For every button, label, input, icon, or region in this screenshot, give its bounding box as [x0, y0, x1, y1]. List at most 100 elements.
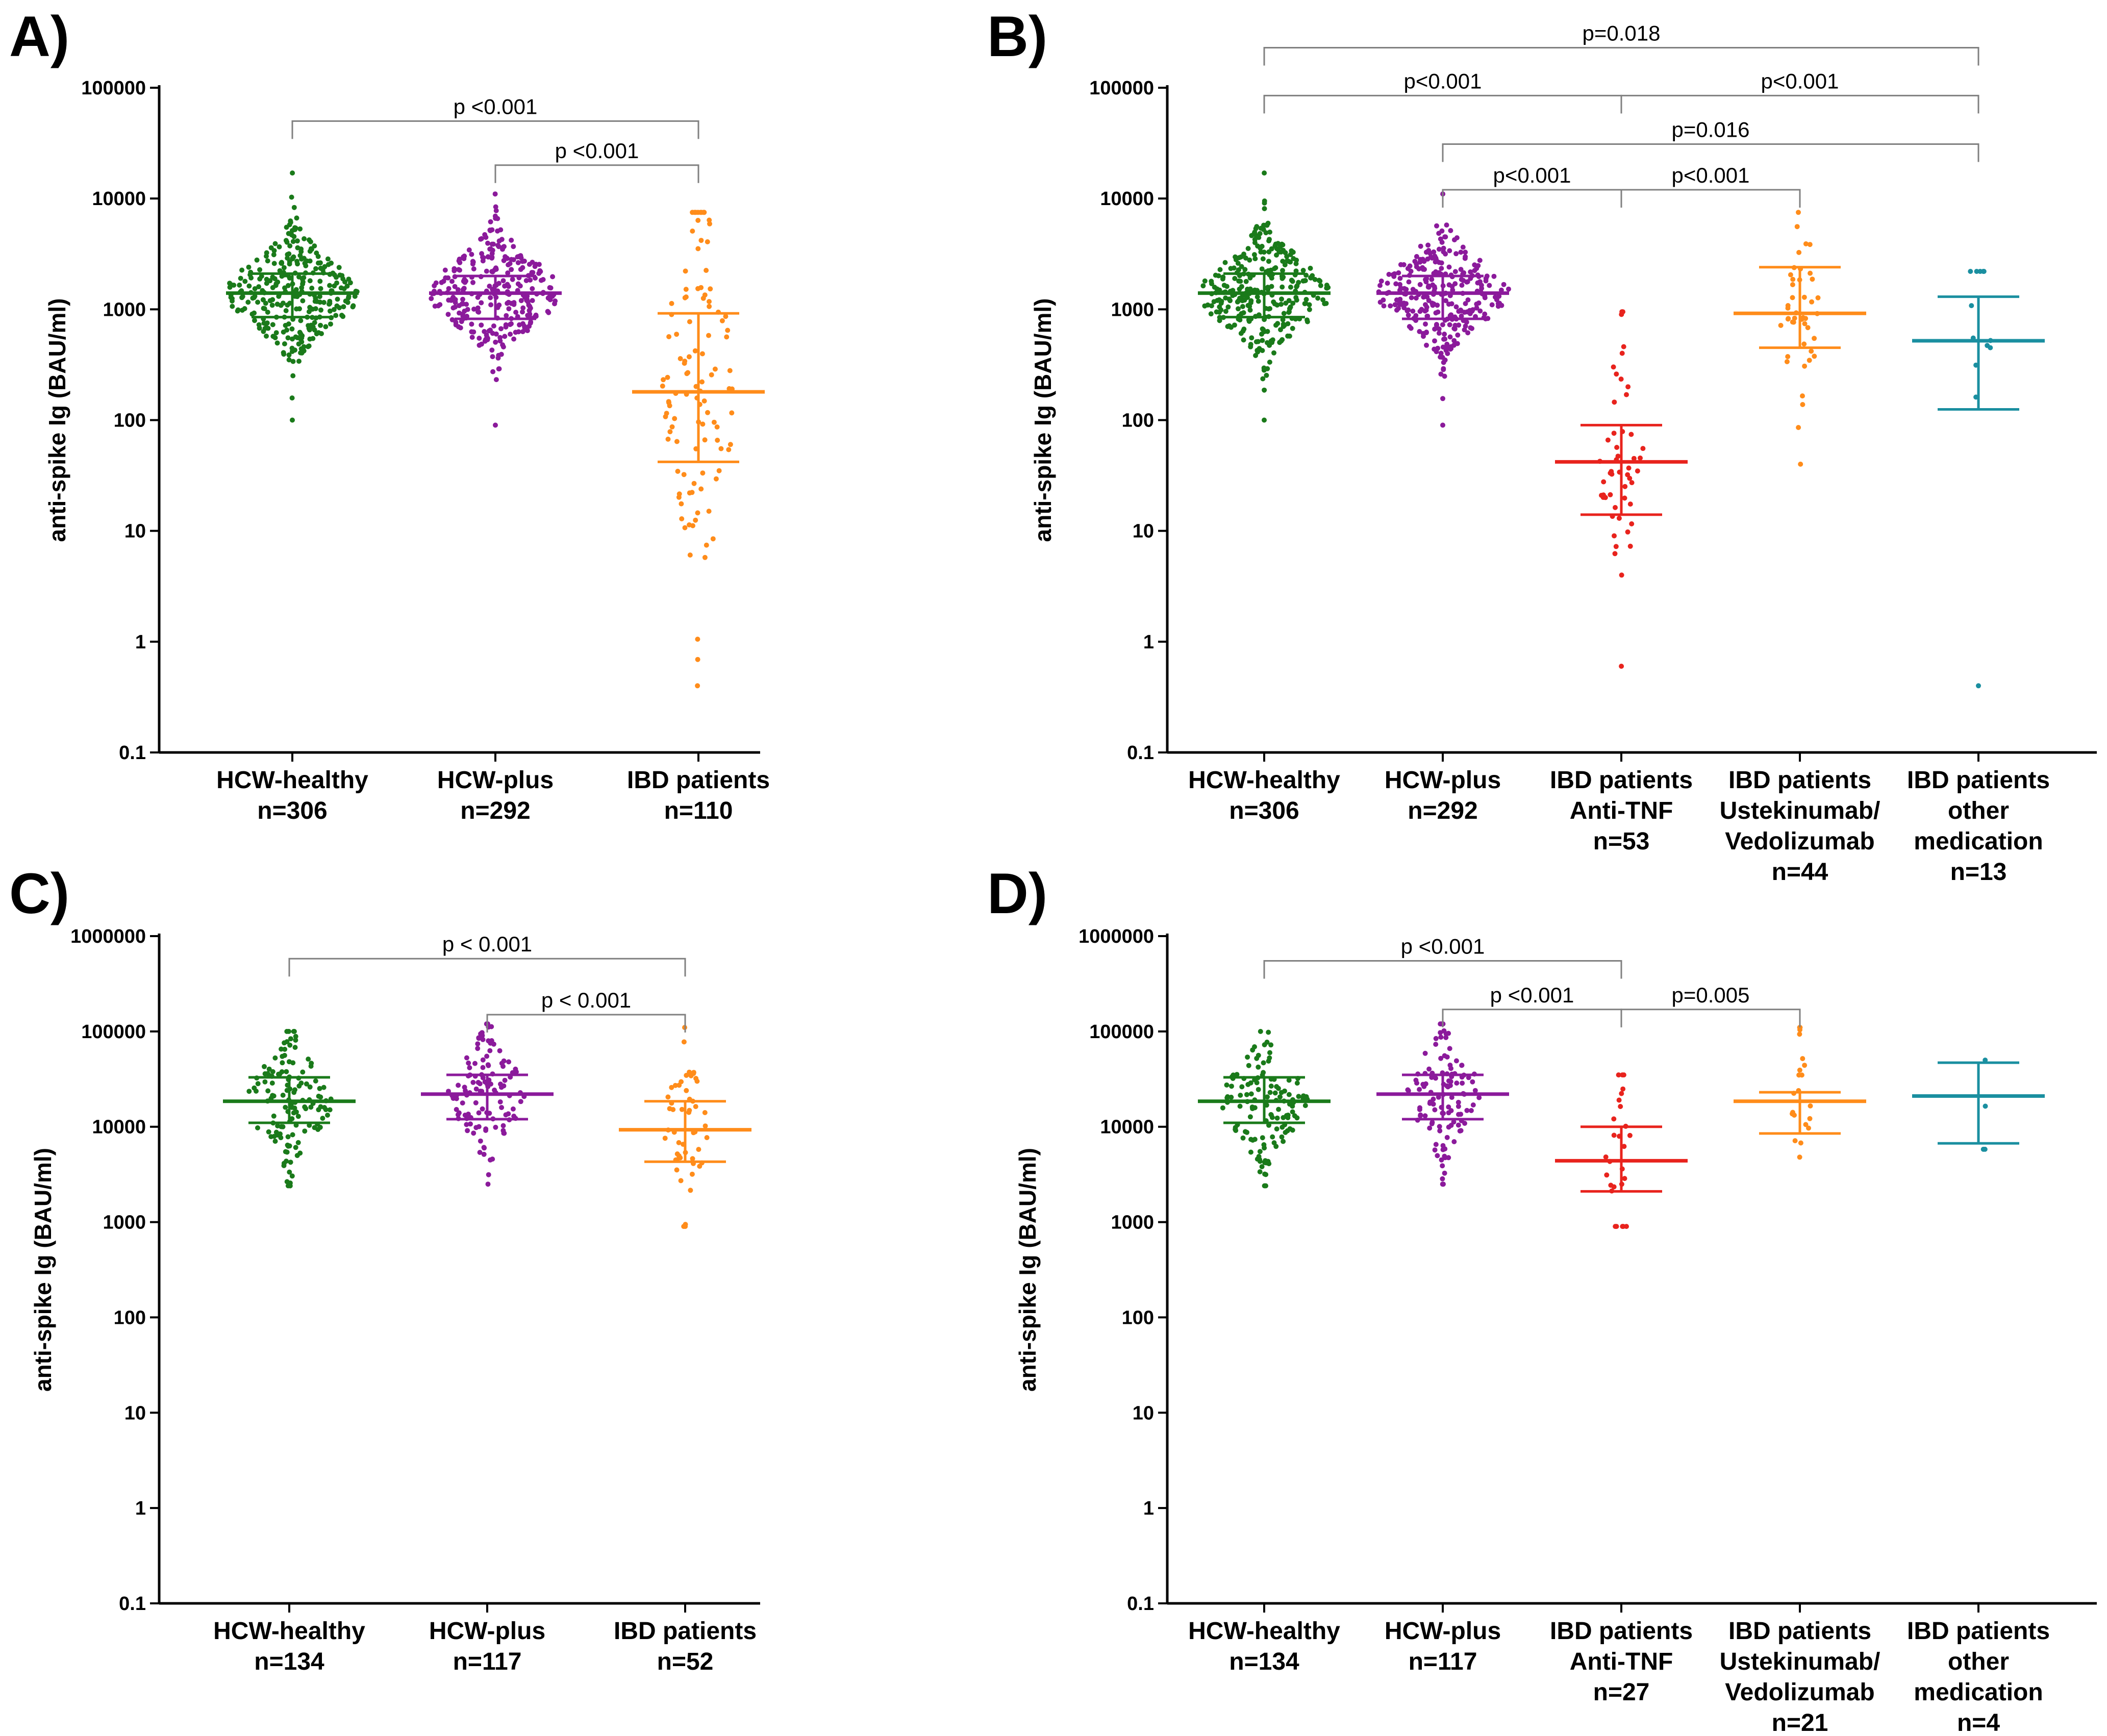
data-point: [465, 1128, 470, 1134]
data-point: [266, 1066, 272, 1072]
data-point: [1270, 1134, 1275, 1140]
data-point: [239, 267, 245, 273]
data-point: [465, 1112, 471, 1117]
data-point: [297, 1150, 303, 1156]
y-tick-label: 100000: [1089, 78, 1154, 99]
data-point: [466, 247, 472, 253]
data-point: [1479, 286, 1485, 291]
data-point: [287, 1169, 292, 1175]
data-point: [692, 348, 698, 354]
data-point: [289, 395, 295, 401]
data-point: [319, 331, 324, 336]
data-point: [286, 321, 291, 326]
data-point: [703, 1123, 708, 1129]
data-point: [291, 1110, 296, 1116]
data-point: [1200, 283, 1206, 289]
data-point: [1397, 282, 1402, 287]
data-point: [1443, 234, 1448, 240]
significance-label: p<0.001: [1493, 163, 1571, 187]
data-point: [1463, 301, 1468, 307]
data-point: [724, 334, 730, 340]
category-label: HCW-plus: [1385, 1618, 1501, 1645]
data-point: [476, 309, 482, 315]
data-point: [292, 1045, 298, 1050]
data-point: [1631, 456, 1637, 461]
data-point: [1280, 284, 1285, 290]
data-point: [1418, 1112, 1423, 1118]
data-point: [513, 310, 519, 315]
data-point: [469, 321, 474, 327]
data-point: [277, 244, 282, 249]
data-point: [1286, 298, 1292, 304]
data-point: [672, 1083, 678, 1088]
data-point: [687, 552, 693, 558]
data-point: [288, 1036, 293, 1042]
data-point: [1441, 366, 1446, 371]
data-point: [486, 1172, 491, 1177]
data-point: [484, 1053, 490, 1059]
data-point: [1440, 422, 1445, 428]
data-point: [1381, 303, 1387, 309]
data-point: [689, 1171, 695, 1177]
data-point: [676, 1083, 682, 1088]
data-point: [1809, 348, 1814, 354]
data-point: [1249, 335, 1255, 341]
y-axis-label: anti-spike Ig (BAU/ml): [1030, 298, 1056, 542]
data-point: [480, 1057, 486, 1063]
data-point: [1224, 1082, 1230, 1088]
data-point: [1406, 312, 1411, 318]
data-point: [520, 265, 525, 270]
data-point: [1253, 353, 1259, 358]
data-point: [283, 308, 289, 313]
data-point: [1275, 321, 1281, 326]
data-point: [501, 258, 507, 263]
data-point: [1635, 468, 1640, 474]
data-point: [1294, 297, 1299, 303]
data-point: [674, 332, 680, 337]
data-point: [480, 1033, 485, 1038]
data-point: [522, 294, 528, 300]
data-point: [1288, 284, 1293, 290]
data-point: [331, 307, 337, 312]
category-label: IBD patients: [614, 1618, 757, 1645]
data-point: [693, 1076, 699, 1081]
data-point: [316, 1107, 321, 1113]
data-point: [485, 254, 491, 260]
data-point: [1245, 246, 1251, 251]
data-point: [1616, 515, 1622, 521]
data-point: [530, 270, 536, 275]
data-point: [707, 304, 712, 309]
data-point: [1280, 259, 1286, 264]
significance-label: p < 0.001: [442, 932, 532, 956]
data-point: [1262, 387, 1267, 393]
data-point: [1280, 317, 1286, 322]
data-point: [454, 1106, 459, 1112]
data-point: [259, 273, 264, 279]
category-label: n=134: [254, 1648, 324, 1675]
y-tick-label: 10: [1133, 1402, 1154, 1424]
data-point: [1260, 326, 1265, 332]
data-point: [489, 1038, 494, 1043]
data-point: [1800, 315, 1806, 320]
data-point: [676, 494, 682, 500]
data-point: [240, 294, 245, 299]
data-point: [272, 241, 278, 246]
data-point: [1378, 279, 1384, 284]
data-point: [485, 336, 490, 341]
data-point: [480, 258, 486, 264]
data-point: [509, 321, 514, 326]
y-tick-label: 1000000: [1078, 926, 1154, 947]
data-point: [499, 237, 505, 242]
data-point: [279, 273, 285, 279]
data-point: [1256, 235, 1262, 240]
data-point: [305, 344, 311, 349]
data-point: [282, 1040, 287, 1046]
data-point: [468, 1121, 473, 1127]
data-point: [1983, 1058, 1988, 1063]
data-point: [1465, 297, 1471, 303]
data-point: [252, 1085, 257, 1091]
category-label: IBD patients: [1550, 767, 1693, 794]
data-point: [704, 542, 709, 548]
data-point: [451, 266, 457, 271]
data-point: [336, 265, 342, 270]
